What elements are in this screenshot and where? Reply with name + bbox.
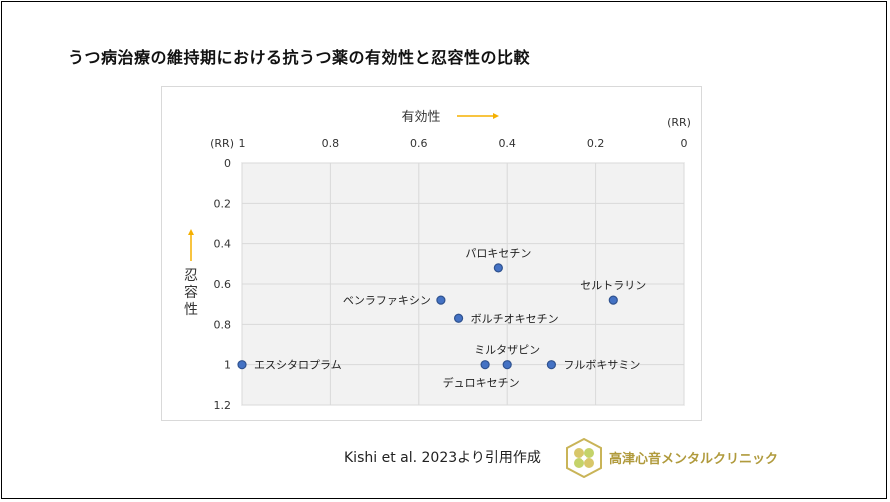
x-tick-label: 0: [681, 137, 688, 150]
page-title: うつ病治療の維持期における抗うつ薬の有効性と忍容性の比較: [68, 48, 531, 67]
chart-container: 1 0.8 0.6 0.4 0.2 0 0 0.2 0.4 0.6 0.8 1 1.2 (RR) (RR) 有…: [161, 86, 702, 421]
x-axis-title: 有効性: [401, 110, 440, 125]
x-tick-label: 0.4: [498, 137, 516, 150]
y-tick-label: 0: [224, 157, 231, 170]
y-axis-title-char: 忍: [184, 268, 198, 284]
y-tick-label: 0.4: [214, 238, 232, 251]
data-label: デュロキセチン: [443, 376, 520, 390]
y-axis-title-char: 性: [184, 302, 198, 318]
data-label: ベンラファキシン: [343, 294, 431, 307]
clinic-name: 高津心音メンタルクリニック: [609, 452, 779, 467]
data-label: ミルタザピン: [474, 344, 540, 357]
x-tick-label: 0.6: [410, 137, 428, 150]
data-point: [502, 360, 512, 370]
data-label: フルボキサミン: [563, 359, 640, 372]
y-tick-label: 0.6: [214, 278, 232, 291]
y-tick-label: 1.2: [214, 399, 232, 412]
data-label: セルトラリン: [580, 279, 646, 292]
scatter-chart: 1 0.8 0.6 0.4 0.2 0 0 0.2 0.4 0.6 0.8 1 1.2 (RR) (RR) 有…: [184, 110, 691, 412]
y-tick-label: 0.8: [214, 318, 232, 331]
x-unit-label-left: (RR): [210, 137, 234, 150]
data-point: [480, 360, 490, 370]
data-point: [493, 263, 503, 273]
data-point: [453, 313, 464, 323]
data-label: ボルチオキセチン: [471, 312, 559, 325]
x-tick-label: 1: [239, 137, 246, 150]
x-axis-arrow-head: [493, 113, 499, 119]
x-tick-label: 0.8: [322, 137, 340, 150]
data-point: [436, 295, 446, 305]
y-tick-label: 1: [224, 359, 231, 372]
data-point: [608, 295, 618, 305]
clover-logo-icon: [566, 438, 602, 478]
x-unit-label-right: (RR): [667, 116, 691, 129]
x-tick-label: 0.2: [587, 137, 605, 150]
citation: Kishi et al. 2023より引用作成: [344, 450, 541, 466]
data-point: [237, 360, 247, 370]
data-label: エスシタロプラム: [254, 359, 342, 372]
data-label: パロキセチン: [465, 247, 531, 260]
y-tick-label: 0.2: [214, 197, 232, 210]
y-axis-title-char: 容: [184, 284, 198, 301]
y-axis-arrow-head: [188, 229, 194, 235]
data-point: [546, 360, 556, 370]
